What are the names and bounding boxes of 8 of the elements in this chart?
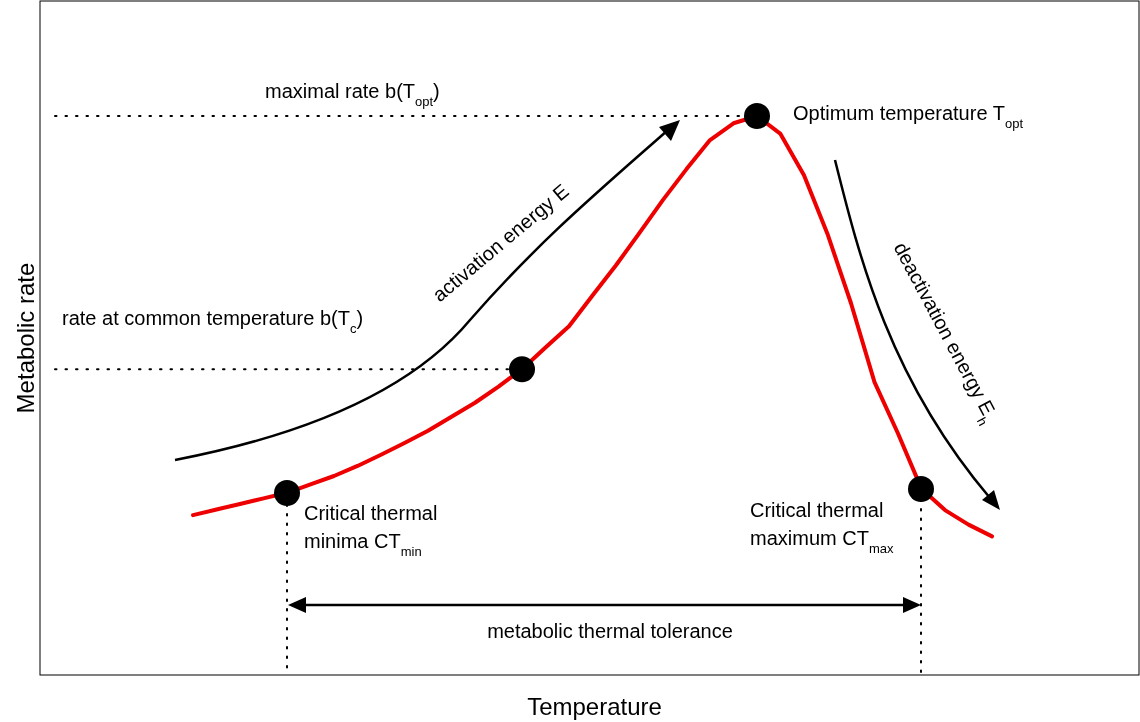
annotation: Critical thermal maximum CT$_{max}$ — [750, 499, 894, 556]
ref-line-label: maximal rate b(T$_{opt}$) — [265, 80, 440, 109]
x-axis-title: Temperature — [527, 693, 662, 720]
ref-line-label: rate at common temperature b(T$_{c}$) — [62, 307, 364, 336]
annotation: Critical thermal minima CT$_{min}$ — [304, 502, 438, 559]
annotation: Optimum temperature T$_{opt}$ — [793, 102, 1024, 131]
text: Metabolic rate — [12, 262, 39, 414]
annotation: metabolic thermal tolerance — [487, 620, 733, 642]
